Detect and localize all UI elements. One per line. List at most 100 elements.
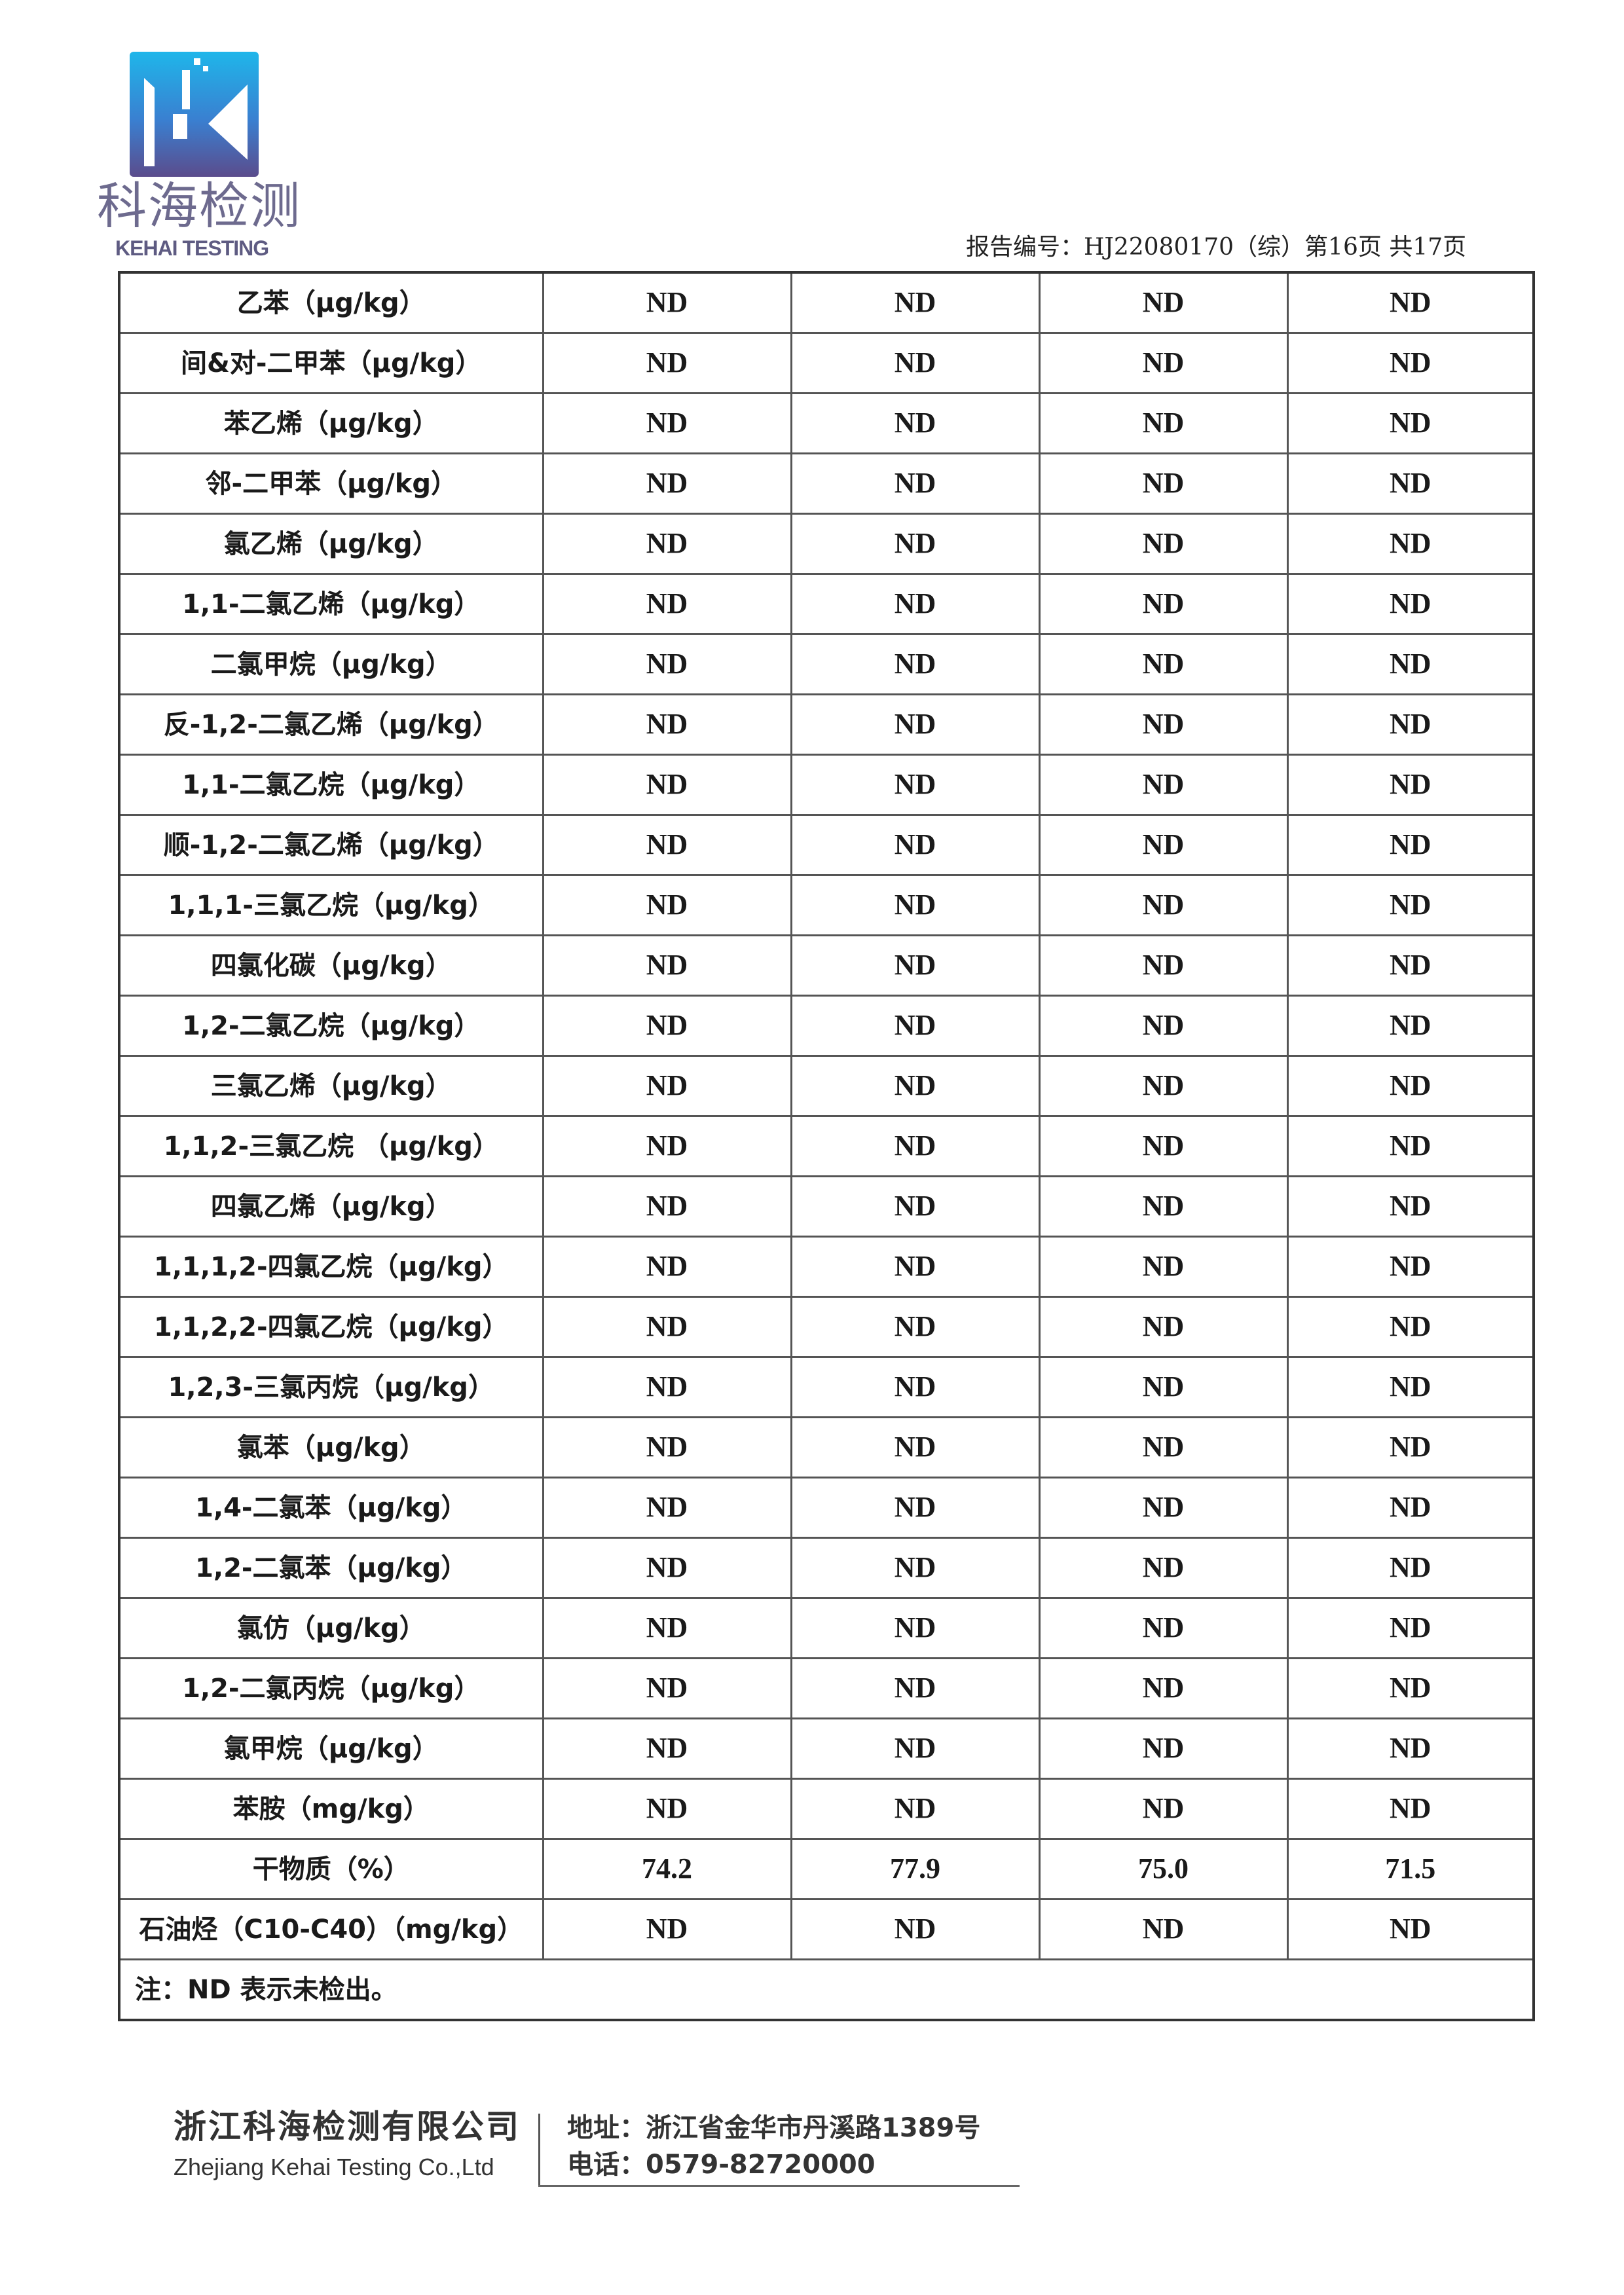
table-row: 氯乙烯（μg/kg） ND ND ND ND — [118, 513, 1535, 575]
test-item: 四氯乙烯（μg/kg） — [118, 1175, 544, 1238]
result-value: ND — [1038, 573, 1289, 635]
result-value: ND — [1286, 874, 1535, 936]
result-value: ND — [542, 1657, 792, 1719]
result-value: ND — [1038, 934, 1289, 997]
result-value: ND — [542, 754, 792, 816]
result-value: ND — [790, 1537, 1041, 1599]
result-value: ND — [1286, 1416, 1535, 1478]
result-value: ND — [1038, 1778, 1289, 1840]
table-row: 1,1-二氯乙烷（μg/kg） ND ND ND ND — [118, 754, 1535, 816]
test-item: 氯乙烯（μg/kg） — [118, 513, 544, 575]
table-row: 反-1,2-二氯乙烯（μg/kg） ND ND ND ND — [118, 693, 1535, 756]
result-value: ND — [542, 1115, 792, 1177]
result-value: ND — [790, 934, 1041, 997]
test-item: 二氯甲烷（μg/kg） — [118, 633, 544, 695]
result-value: ND — [790, 513, 1041, 575]
result-value: ND — [542, 1236, 792, 1298]
result-value: ND — [1286, 754, 1535, 816]
result-value: ND — [1038, 1597, 1289, 1659]
result-value: ND — [1038, 995, 1289, 1057]
result-value: ND — [1038, 633, 1289, 695]
table-row: 1,1-二氯乙烯（μg/kg） ND ND ND ND — [118, 573, 1535, 635]
footer-underline — [538, 2185, 1020, 2187]
result-value: ND — [790, 1597, 1041, 1659]
logo-text-en: KEHAI TESTING — [115, 236, 269, 260]
company-address: 地址：浙江省金华市丹溪路1389号 — [567, 2113, 981, 2143]
table-row: 氯苯（μg/kg） ND ND ND ND — [118, 1416, 1535, 1478]
table-row: 苯乙烯（μg/kg） ND ND ND ND — [118, 392, 1535, 454]
company-phone: 电话：0579-82720000 — [567, 2150, 876, 2180]
table-row: 四氯化碳（μg/kg） ND ND ND ND — [118, 934, 1535, 997]
result-value: ND — [542, 1597, 792, 1659]
result-value: ND — [542, 1537, 792, 1599]
table-row: 四氯乙烯（μg/kg） ND ND ND ND — [118, 1175, 1535, 1238]
table-row: 1,2,3-三氯丙烷（μg/kg） ND ND ND ND — [118, 1356, 1535, 1418]
result-value: ND — [1286, 1236, 1535, 1298]
test-item: 氯仿（μg/kg） — [118, 1597, 544, 1659]
result-value: ND — [1286, 332, 1535, 394]
result-value: ND — [542, 693, 792, 756]
result-value: ND — [1286, 1175, 1535, 1238]
table-row: 石油烃（C10-C40）（mg/kg） ND ND ND ND — [118, 1898, 1535, 1960]
result-value: ND — [790, 1657, 1041, 1719]
result-value: ND — [542, 1898, 792, 1960]
test-item: 石油烃（C10-C40）（mg/kg） — [118, 1898, 544, 1960]
test-item: 1,1-二氯乙烯（μg/kg） — [118, 573, 544, 635]
result-value: ND — [790, 332, 1041, 394]
result-value: ND — [790, 392, 1041, 454]
result-value: ND — [542, 392, 792, 454]
test-item: 三氯乙烯（μg/kg） — [118, 1055, 544, 1117]
result-value: ND — [1286, 1597, 1535, 1659]
result-value: ND — [790, 1778, 1041, 1840]
result-value: ND — [790, 1356, 1041, 1418]
result-value: ND — [542, 573, 792, 635]
result-value: ND — [790, 754, 1041, 816]
test-item: 间&对-二甲苯（μg/kg） — [118, 332, 544, 394]
result-value: ND — [790, 271, 1041, 334]
result-value: ND — [1286, 633, 1535, 695]
result-value: ND — [1286, 1898, 1535, 1960]
test-item: 1,4-二氯苯（μg/kg） — [118, 1477, 544, 1539]
result-value: ND — [542, 1175, 792, 1238]
result-value: ND — [1038, 814, 1289, 876]
result-value: ND — [1038, 1175, 1289, 1238]
table-row: 顺-1,2-二氯乙烯（μg/kg） ND ND ND ND — [118, 814, 1535, 876]
result-value: ND — [1286, 513, 1535, 575]
table-row: 乙苯（μg/kg） ND ND ND ND — [118, 271, 1535, 334]
test-item: 1,2-二氯丙烷（μg/kg） — [118, 1657, 544, 1719]
table-row: 苯胺（mg/kg） ND ND ND ND — [118, 1778, 1535, 1840]
test-item: 1,1,1-三氯乙烷（μg/kg） — [118, 874, 544, 936]
result-value: ND — [1038, 693, 1289, 756]
result-value: ND — [790, 452, 1041, 515]
result-value: ND — [1038, 1296, 1289, 1358]
result-value: ND — [542, 874, 792, 936]
result-value: ND — [542, 271, 792, 334]
result-value: ND — [1038, 1898, 1289, 1960]
test-item: 1,1,1,2-四氯乙烷（μg/kg） — [118, 1236, 544, 1298]
result-value: ND — [1286, 693, 1535, 756]
result-value: ND — [790, 573, 1041, 635]
test-item: 1,2-二氯苯（μg/kg） — [118, 1537, 544, 1599]
test-item: 氯甲烷（μg/kg） — [118, 1717, 544, 1780]
table-row: 邻-二甲苯（μg/kg） ND ND ND ND — [118, 452, 1535, 515]
result-value: ND — [1286, 934, 1535, 997]
result-value: ND — [1286, 271, 1535, 334]
table-row: 1,2-二氯乙烷（μg/kg） ND ND ND ND — [118, 995, 1535, 1057]
test-item: 顺-1,2-二氯乙烯（μg/kg） — [118, 814, 544, 876]
results-table: 乙苯（μg/kg） ND ND ND ND 间&对-二甲苯（μg/kg） ND ND ND ND 苯… — [118, 271, 1535, 2021]
result-value: ND — [790, 995, 1041, 1057]
test-item: 1,1,2-三氯乙烷 （μg/kg） — [118, 1115, 544, 1177]
table-row: 间&对-二甲苯（μg/kg） ND ND ND ND — [118, 332, 1535, 394]
logo-text-cn: 科海检测 — [97, 177, 301, 235]
result-value: ND — [1286, 573, 1535, 635]
result-value: ND — [1286, 1055, 1535, 1117]
test-item: 1,1-二氯乙烷（μg/kg） — [118, 754, 544, 816]
company-name-cn: 浙江科海检测有限公司 — [174, 2108, 521, 2146]
result-value: ND — [1286, 814, 1535, 876]
test-item: 干物质（%） — [118, 1838, 544, 1900]
result-value: ND — [542, 633, 792, 695]
result-value: ND — [1286, 1657, 1535, 1719]
result-value: ND — [1286, 1115, 1535, 1177]
result-value: ND — [1286, 1537, 1535, 1599]
result-value: ND — [542, 1055, 792, 1117]
